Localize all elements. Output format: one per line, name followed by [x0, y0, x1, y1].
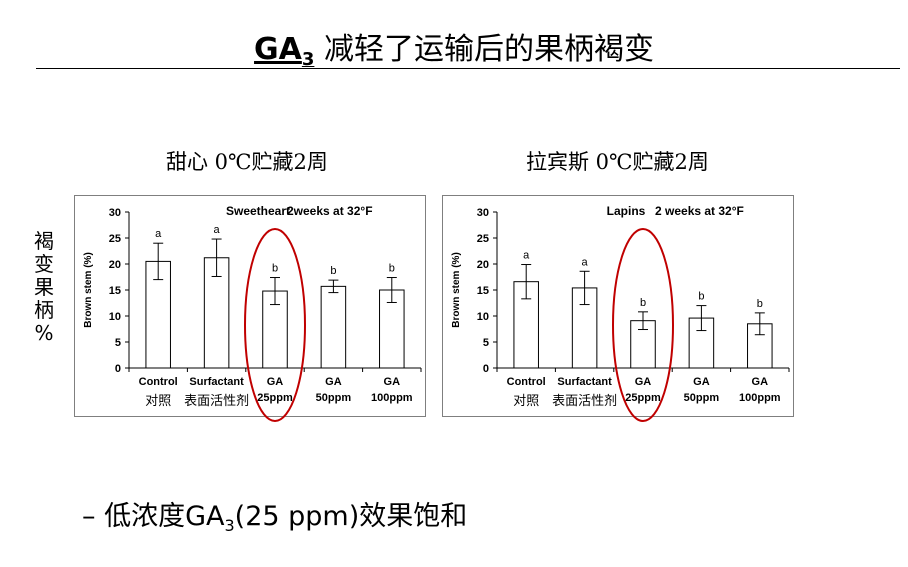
- chinese-category-label: 表面活性剂: [552, 394, 617, 409]
- chart-sweetheart: 0 5 10 15 20 25 30 Brown stem (%) Sweetheart2wee…: [83, 204, 422, 422]
- y-tick-label: 30: [109, 207, 121, 219]
- highlight-ellipse: [244, 228, 306, 422]
- bar: [379, 289, 405, 369]
- highlight-ellipse: [612, 228, 674, 422]
- y-axis-label: Brown stem (%): [83, 252, 94, 328]
- y-tick-label: 25: [109, 233, 121, 245]
- chart-lapins: 0 5 10 15 20 25 30 Brown stem (%) Lapins 2 weeks …: [451, 204, 790, 422]
- significance-letter: b: [272, 263, 278, 275]
- x-tick-label: 100ppm: [739, 392, 781, 404]
- y-tick-label: 5: [115, 337, 121, 349]
- footer-bullet: – 低浓度GA3(25 ppm)效果饱和: [82, 494, 467, 535]
- significance-letter: a: [214, 224, 221, 236]
- footer-text-suffix: (25 ppm)效果饱和: [234, 501, 468, 532]
- significance-letter: b: [330, 265, 336, 277]
- vertical-axis-caption: 褐 变 果 柄 %: [32, 230, 56, 345]
- chinese-category-label: 对照: [513, 394, 539, 409]
- chart-sweetheart-frame: 0 5 10 15 20 25 30 Brown stem (%) Sweetheart 2wee…: [74, 195, 426, 422]
- x-tick-label: Control: [507, 376, 546, 388]
- title-underline: [36, 68, 900, 69]
- x-tick-label: 25ppm: [625, 392, 661, 404]
- chart-lapins-frame: 0 5 10 15 20 25 30 Brown stem (%) Lapins 2 weeks …: [442, 195, 794, 422]
- significance-letter: b: [640, 297, 646, 309]
- footer-subscript: 3: [224, 516, 235, 535]
- y-tick-label: 0: [483, 363, 489, 375]
- x-tick-label: GA: [325, 376, 342, 388]
- significance-letter: a: [155, 228, 162, 240]
- chinese-category-label: 对照: [145, 394, 171, 409]
- significance-letter: b: [757, 298, 763, 310]
- vertical-caption-char: 褐: [34, 229, 54, 253]
- x-tick-label: GA: [267, 376, 284, 388]
- y-tick-label: 10: [477, 311, 489, 323]
- x-tick-label: 50ppm: [684, 392, 720, 404]
- chart-title: Lapins: [607, 204, 646, 218]
- title-ga: GA: [254, 32, 302, 67]
- y-tick-label: 10: [109, 311, 121, 323]
- y-axis-label: Brown stem (%): [451, 252, 462, 328]
- vertical-caption-char: 柄: [34, 298, 54, 322]
- chart-annotation: 2weeks at 32°F: [287, 204, 373, 218]
- y-tick-label: 30: [477, 207, 489, 219]
- x-tick-label: GA: [384, 376, 401, 388]
- slide-title: GA3 减轻了运输后的果柄褐变: [0, 30, 908, 80]
- significance-letter: a: [523, 250, 530, 262]
- y-tick-label: 5: [483, 337, 489, 349]
- subtitle-sweetheart: 甜心 0℃贮藏2周: [166, 150, 328, 174]
- y-tick-label: 15: [477, 285, 489, 297]
- vertical-caption-char: %: [34, 321, 54, 345]
- title-subscript: 3: [301, 49, 315, 70]
- chart-title: Sweetheart: [226, 204, 290, 218]
- y-tick-label: 15: [109, 285, 121, 297]
- vertical-caption-char: 果: [34, 275, 54, 299]
- title-text: 减轻了运输后的果柄褐变: [314, 32, 654, 67]
- y-tick-label: 20: [477, 259, 489, 271]
- x-tick-label: GA: [752, 376, 769, 388]
- footer-text-prefix: – 低浓度GA: [82, 501, 225, 532]
- x-tick-label: Surfactant: [189, 376, 244, 388]
- vertical-caption-char: 变: [34, 252, 54, 276]
- x-tick-label: 25ppm: [257, 392, 293, 404]
- subtitle-lapins: 拉宾斯 0℃贮藏2周: [526, 150, 709, 174]
- y-tick-label: 20: [109, 259, 121, 271]
- x-tick-label: 50ppm: [316, 392, 352, 404]
- x-tick-label: GA: [693, 376, 710, 388]
- significance-letter: b: [698, 291, 704, 303]
- y-tick-label: 0: [115, 363, 121, 375]
- significance-letter: a: [582, 256, 589, 268]
- x-tick-label: GA: [635, 376, 652, 388]
- bar: [320, 285, 347, 369]
- x-tick-label: 100ppm: [371, 392, 413, 404]
- x-tick-label: Control: [139, 376, 178, 388]
- y-tick-label: 25: [477, 233, 489, 245]
- chart-annotation: 2 weeks at 32°F: [655, 204, 744, 218]
- significance-letter: b: [389, 263, 395, 275]
- chinese-category-label: 表面活性剂: [184, 394, 249, 409]
- x-tick-label: Surfactant: [557, 376, 612, 388]
